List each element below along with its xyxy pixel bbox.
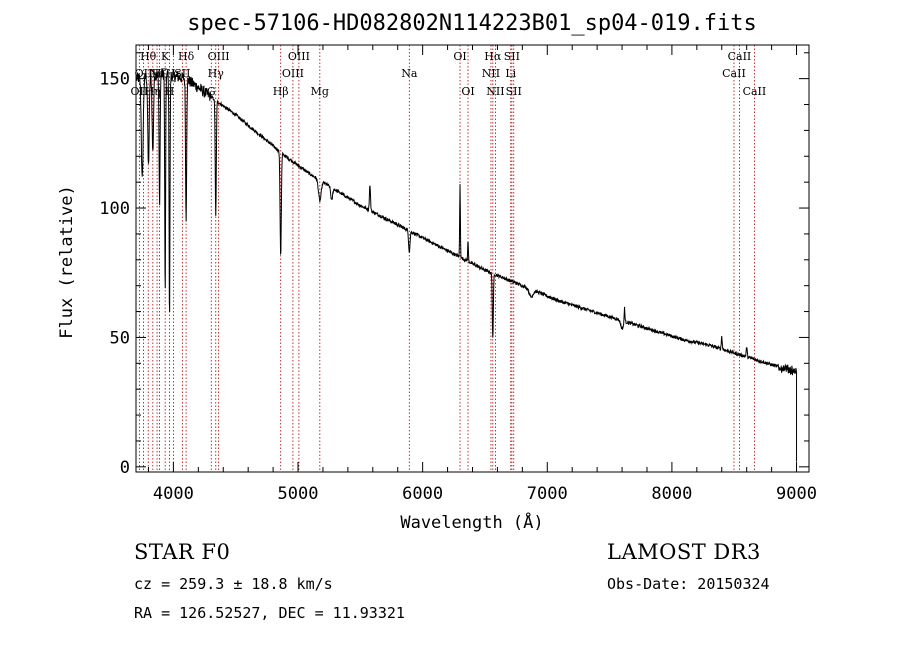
line-labels: OIIOIIHθHηNeHζKHHεSIIHδGHγOIIIHβOIIIOIII… <box>131 50 767 98</box>
line-label: Li <box>505 67 516 80</box>
line-label: NII <box>482 67 500 80</box>
line-label: Hθ <box>140 50 157 63</box>
line-label: Hγ <box>208 67 225 80</box>
line-label: Hδ <box>178 50 195 63</box>
y-tick-label: 0 <box>120 458 130 478</box>
survey-name: LAMOST DR3 <box>607 540 761 564</box>
line-label: K <box>161 50 170 63</box>
obs-date: Obs-Date: 20150324 <box>607 575 770 593</box>
y-tick-label: 150 <box>99 70 130 90</box>
line-label: OIII <box>282 67 304 80</box>
line-markers <box>138 45 755 472</box>
x-tick-label: 9000 <box>776 484 817 504</box>
redshift-readout: cz = 259.3 ± 18.8 km/s <box>134 575 333 593</box>
x-tick-label: 8000 <box>651 484 692 504</box>
line-label: H <box>165 85 175 98</box>
line-label: OI <box>461 85 474 98</box>
x-tick-label: 5000 <box>278 484 319 504</box>
line-label: CaII <box>743 85 767 98</box>
line-label: Na <box>401 67 418 80</box>
y-axis-ticks: 0 50 100 150 <box>99 52 809 478</box>
line-label: SII <box>506 85 522 98</box>
line-label: Hα <box>484 50 502 63</box>
x-axis-ticks: 4000 5000 6000 7000 8000 9000 <box>147 45 817 504</box>
line-label: OI <box>453 50 466 63</box>
line-label: OIII <box>208 50 230 63</box>
x-axis-label: Wavelength (Å) <box>400 511 543 533</box>
x-tick-label: 7000 <box>527 484 568 504</box>
spectrum-line <box>136 68 798 462</box>
line-label: G <box>207 85 216 98</box>
x-tick-label: 6000 <box>402 484 443 504</box>
line-label: NII <box>486 85 504 98</box>
plot-frame <box>135 44 810 473</box>
line-label: SII <box>504 50 520 63</box>
line-label: Hβ <box>273 85 289 98</box>
y-tick-label: 50 <box>110 328 130 348</box>
chart-title: spec-57106-HD082802N114223B01_sp04-019.f… <box>187 11 757 36</box>
coordinates: RA = 126.52527, DEC = 11.93321 <box>134 604 405 622</box>
line-label: Hη <box>145 85 161 98</box>
object-class: STAR F0 <box>134 540 231 564</box>
line-label: CaII <box>728 50 752 63</box>
y-axis-label: Flux (relative) <box>57 185 77 339</box>
line-label: CaII <box>722 67 746 80</box>
y-tick-label: 100 <box>99 199 130 219</box>
x-tick-label: 4000 <box>153 484 194 504</box>
line-label: Mg <box>311 85 329 98</box>
line-label: OIII <box>288 50 310 63</box>
